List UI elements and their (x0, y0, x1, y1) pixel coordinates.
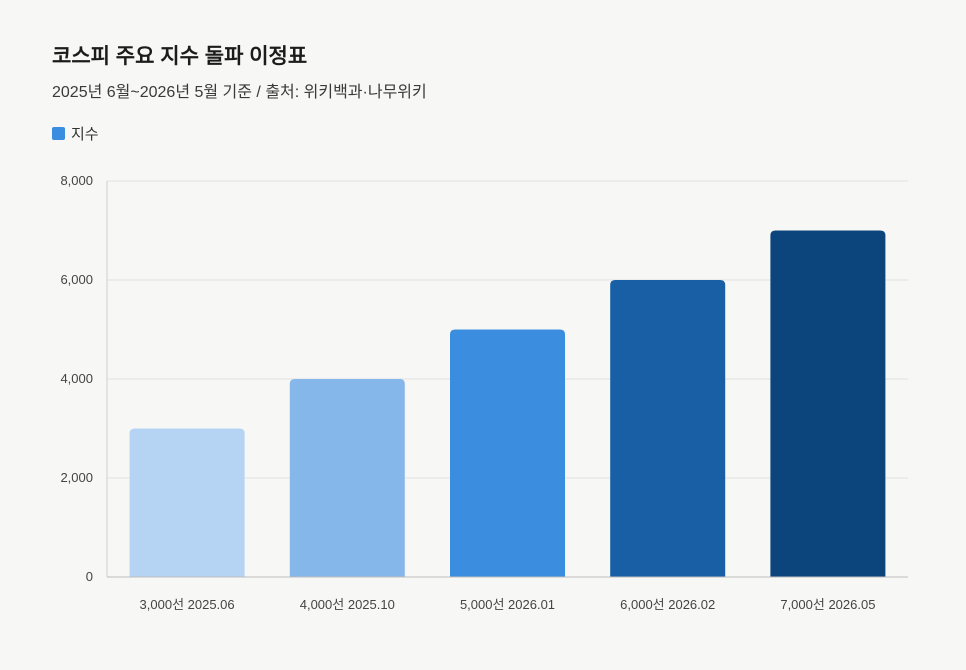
y-tick-label: 0 (86, 569, 93, 584)
x-tick-label: 6,000선 2026.02 (620, 597, 715, 612)
bar (289, 379, 405, 577)
bar (129, 428, 245, 577)
bar (450, 329, 565, 577)
y-tick-label: 2,000 (60, 470, 93, 485)
chart-subtitle: 2025년 6월~2026년 5월 기준 / 출처: 위키백과·나무위키 (52, 84, 427, 101)
x-tick-label: 7,000선 2026.05 (780, 597, 875, 612)
x-tick-label: 3,000선 2025.06 (140, 597, 235, 612)
x-tick-label: 5,000선 2026.01 (460, 597, 555, 612)
chart-title: 코스피 주요 지수 돌파 이정표 (52, 45, 308, 68)
y-tick-label: 4,000 (60, 371, 93, 386)
legend: 지수 (52, 123, 99, 144)
legend-label: 지수 (71, 126, 99, 143)
bar (770, 230, 886, 577)
y-tick-label: 6,000 (60, 272, 93, 287)
bar (610, 280, 726, 577)
y-tick-label: 8,000 (60, 173, 93, 188)
x-tick-label: 4,000선 2025.10 (300, 597, 395, 612)
legend-swatch (52, 127, 65, 140)
